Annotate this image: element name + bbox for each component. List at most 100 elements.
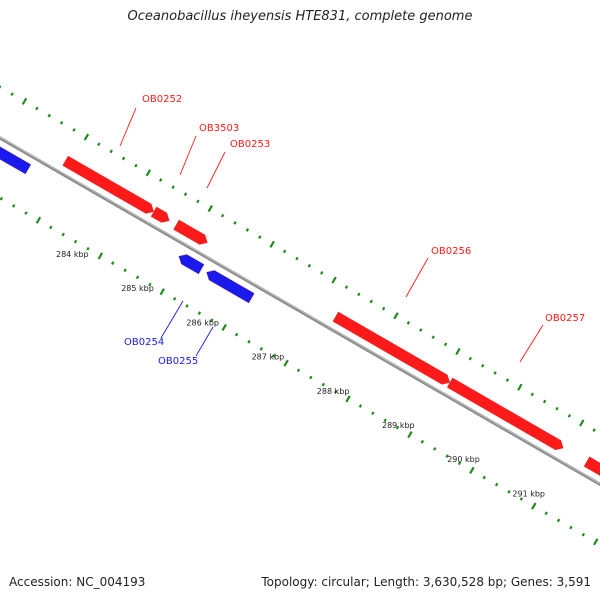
- gene-ob3503: [150, 206, 170, 223]
- ob0252-leader-line: [119, 107, 137, 147]
- map-title: Oceanobacillus iheyensis HTE831, complet…: [127, 9, 473, 24]
- major-tick: [455, 347, 461, 356]
- minor-tick: [296, 368, 301, 373]
- minor-tick: [556, 518, 561, 523]
- minor-tick: [196, 199, 200, 204]
- ob0253-label: OB0253: [230, 139, 270, 150]
- major-tick: [593, 538, 599, 546]
- minor-tick: [482, 475, 486, 480]
- genome-backbone: [0, 136, 600, 487]
- gene-prev-arrow: [0, 146, 32, 175]
- topology-text: Topology: circular; Length: 3,630,528 bp…: [261, 575, 591, 589]
- minor-tick: [507, 489, 511, 494]
- gene-ob0255: [206, 270, 255, 304]
- gene-next-arrow: [583, 456, 600, 476]
- minor-tick: [172, 296, 177, 301]
- ob0253-leader-line: [206, 151, 226, 189]
- minor-tick: [419, 328, 423, 332]
- minor-tick: [481, 363, 485, 368]
- minor-tick: [383, 418, 387, 423]
- gene-next: [583, 456, 600, 476]
- minor-tick: [247, 339, 251, 344]
- minor-tick: [282, 249, 287, 254]
- gene-ob0255-arrow: [206, 270, 255, 304]
- major-tick: [35, 216, 42, 224]
- major-tick: [21, 97, 28, 105]
- minor-tick: [493, 371, 497, 375]
- minor-tick: [307, 263, 312, 268]
- minor-tick: [406, 321, 411, 325]
- minor-tick: [86, 246, 90, 251]
- minor-tick: [258, 235, 262, 239]
- minor-tick: [210, 318, 214, 323]
- gene-ob0257: [446, 377, 564, 451]
- gene-ob0253-arrow: [173, 219, 208, 245]
- minor-tick: [0, 196, 3, 201]
- minor-tick: [443, 342, 448, 347]
- minor-tick: [233, 220, 237, 225]
- gene-ob0252-arrow: [62, 155, 154, 214]
- major-tick: [331, 276, 337, 284]
- minor-tick: [183, 192, 188, 197]
- ob0256-label: OB0256: [431, 246, 471, 257]
- minor-tick: [395, 425, 400, 430]
- tick-label: 290 kbp: [447, 455, 480, 464]
- major-tick: [283, 359, 289, 367]
- minor-tick: [159, 178, 163, 182]
- ob0254-label: OB0254: [124, 337, 164, 348]
- minor-tick: [49, 225, 53, 230]
- minor-tick: [11, 204, 16, 208]
- minor-tick: [148, 282, 152, 287]
- minor-tick: [109, 149, 113, 154]
- major-tick: [83, 133, 90, 141]
- minor-tick: [420, 439, 425, 444]
- minor-tick: [321, 382, 325, 387]
- tick-label: 291 kbp: [512, 489, 545, 498]
- major-tick: [97, 252, 104, 260]
- minor-tick: [47, 113, 51, 118]
- minor-tick: [295, 256, 299, 261]
- minor-tick: [309, 375, 313, 380]
- minor-tick: [111, 261, 115, 265]
- minor-tick: [185, 304, 189, 308]
- minor-tick: [121, 156, 126, 161]
- minor-tick: [272, 354, 276, 358]
- gene-ob0257-arrow: [446, 377, 564, 451]
- minor-tick: [171, 185, 175, 189]
- genome-backbone-highlight: [0, 136, 600, 484]
- minor-tick: [320, 271, 324, 275]
- gene-ob3503-arrow: [150, 206, 170, 223]
- ob0256-leader-line: [405, 257, 429, 298]
- minor-tick: [220, 213, 225, 218]
- minor-tick: [245, 228, 250, 232]
- tick-label: 287 kbp: [252, 353, 285, 362]
- major-tick: [531, 502, 537, 510]
- minor-tick: [542, 399, 547, 404]
- minor-tick: [97, 142, 101, 147]
- ob0255-label: OB0255: [158, 356, 198, 367]
- minor-tick: [24, 211, 28, 215]
- major-tick: [407, 431, 413, 439]
- minor-tick: [569, 525, 573, 530]
- minor-tick: [35, 106, 39, 111]
- minor-tick: [567, 413, 572, 418]
- major-tick: [159, 288, 165, 296]
- minor-tick: [381, 306, 386, 311]
- tick-label: 285 kbp: [121, 284, 154, 293]
- gene-ob0256: [332, 311, 451, 385]
- tick-label: 286 kbp: [186, 318, 219, 327]
- tick-label: 289 kbp: [382, 421, 415, 430]
- tick-label: 288 kbp: [317, 387, 350, 396]
- ob3503-label: OB3503: [199, 123, 239, 134]
- ob0257-label: OB0257: [545, 313, 585, 324]
- outer-tick-row: [0, 85, 596, 432]
- ob0254-leader-line: [160, 300, 184, 339]
- tick-label: 284 kbp: [56, 250, 89, 259]
- minor-tick: [358, 404, 363, 408]
- minor-tick: [555, 406, 559, 411]
- minor-tick: [357, 292, 361, 297]
- minor-tick: [123, 268, 127, 273]
- gene-prev: [0, 146, 32, 175]
